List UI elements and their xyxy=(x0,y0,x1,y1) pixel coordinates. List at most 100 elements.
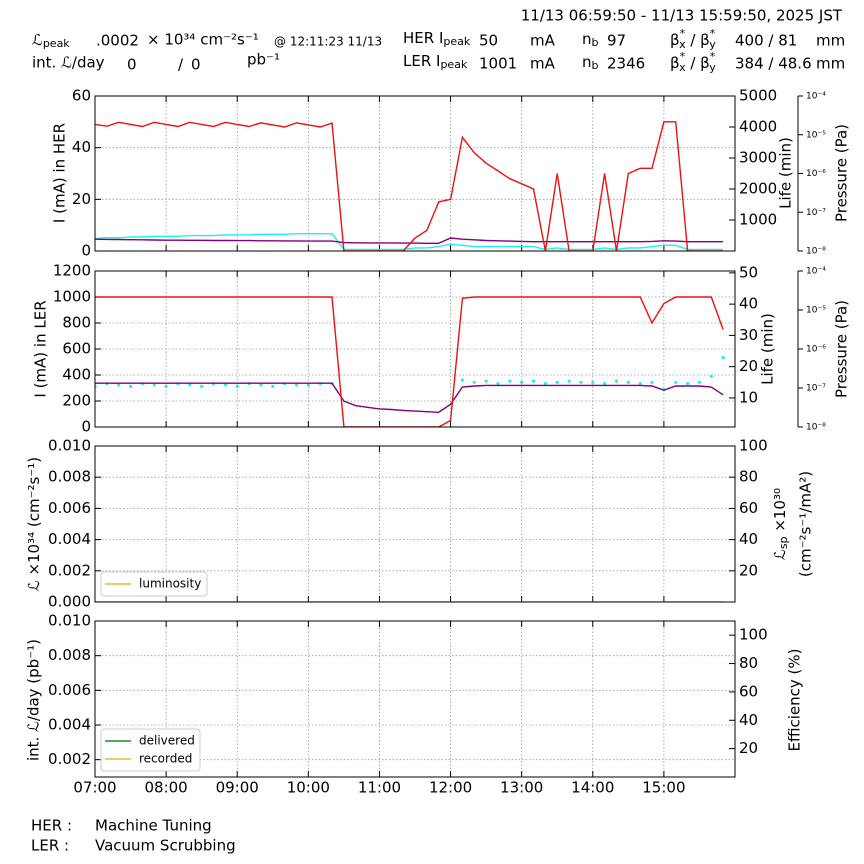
y3-tick-label: 10⁻⁸ xyxy=(806,423,826,433)
data-point xyxy=(496,381,500,386)
sym: n xyxy=(582,30,592,48)
y2-tick-label: 40 xyxy=(739,530,758,548)
y-tick-label: 0.008 xyxy=(48,468,91,486)
her-nb-label: nb xyxy=(582,30,599,50)
y2-tick-label: 3000 xyxy=(739,149,777,167)
data-point xyxy=(200,384,204,388)
y3-tick-label: 10⁻⁴ xyxy=(806,267,826,277)
data-point xyxy=(531,379,536,383)
data-line xyxy=(95,121,724,251)
data-point xyxy=(638,381,642,386)
data-point xyxy=(721,356,725,360)
y-tick-label: 200 xyxy=(62,392,91,410)
y-tick-label: 60 xyxy=(72,87,91,105)
sym: n xyxy=(582,53,592,71)
ler-beta: 384 / 48.6 xyxy=(735,55,812,73)
data-point xyxy=(235,384,239,388)
data-point xyxy=(555,380,559,384)
y-tick-label: 1200 xyxy=(53,262,91,280)
y2-axis-title: ℒsp ×10³⁰ xyxy=(771,488,791,560)
data-point xyxy=(306,383,310,387)
legend-label: recorded xyxy=(139,752,192,766)
x-tick-label: 12:00 xyxy=(429,779,472,797)
y2-axis-title: (cm⁻²s⁻¹/mA²) xyxy=(797,471,815,577)
sym: / β xyxy=(686,31,710,49)
sym: LER I xyxy=(403,52,440,70)
y-tick-label: 0.006 xyxy=(48,499,91,517)
lum-peak-unit: × 10³⁴ cm⁻²s⁻¹ xyxy=(147,31,259,49)
y-tick-label: 0.000 xyxy=(48,593,91,611)
data-point xyxy=(650,380,654,384)
y3-tick-label: 10⁻⁷ xyxy=(806,384,826,394)
sub: y xyxy=(709,61,716,74)
y3-tick-label: 10⁻⁵ xyxy=(806,306,826,316)
x-tick-label: 13:00 xyxy=(500,779,543,797)
data-point xyxy=(117,383,121,387)
data-point xyxy=(460,378,465,382)
int-lum-delivered: 0 xyxy=(127,56,137,74)
y-tick-label: 40 xyxy=(72,138,91,156)
sup: * xyxy=(680,27,686,40)
footer-mode: Machine Tuning xyxy=(95,817,212,835)
x-tick-label: 07:00 xyxy=(73,779,116,797)
data-point xyxy=(685,381,690,386)
y-tick-label: 0.002 xyxy=(48,750,91,768)
y2-tick-label: 50 xyxy=(739,263,758,281)
y-tick-label: 0 xyxy=(81,242,91,260)
int-lum-sep: / xyxy=(178,56,184,74)
x-tick-label: 15:00 xyxy=(642,779,685,797)
time-range: 11/13 06:59:50 - 11/13 15:59:50, 2025 JS… xyxy=(521,7,843,25)
data-point xyxy=(128,384,133,388)
data-point xyxy=(697,380,702,384)
data-line xyxy=(95,296,724,427)
lum-peak-label: ℒpeak xyxy=(32,31,70,51)
sub: sp xyxy=(777,536,790,549)
x-tick-label: 09:00 xyxy=(216,779,259,797)
sym: β xyxy=(670,31,680,49)
y2-axis-title: Life (min) xyxy=(777,137,795,209)
y-axis-title: I (mA) in LER xyxy=(32,300,50,397)
plot-frame xyxy=(94,95,736,252)
y2-tick-label: 60 xyxy=(739,499,758,517)
y2-tick-label: 60 xyxy=(739,682,758,700)
sub: b xyxy=(592,59,599,72)
data-point xyxy=(472,380,476,384)
legend-label: delivered xyxy=(139,734,195,748)
her-ipeak-label: HER Ipeak xyxy=(403,29,471,49)
y2-tick-label: 4000 xyxy=(739,118,777,136)
footer-label: LER : xyxy=(31,837,69,855)
sub: x xyxy=(679,38,686,51)
her-beta-label: β* x / β* y xyxy=(670,27,716,51)
data-point xyxy=(294,383,299,387)
ler-current: 1001 xyxy=(479,55,517,73)
data-line xyxy=(95,233,724,251)
y3-tick-label: 10⁻⁴ xyxy=(806,92,826,102)
int-lum-unit: pb⁻¹ xyxy=(247,51,280,69)
y2-tick-label: 20 xyxy=(739,561,758,579)
data-point xyxy=(271,384,275,388)
data-point xyxy=(591,380,595,384)
her-unit: mA xyxy=(530,32,556,50)
y2-tick-label: 80 xyxy=(739,468,758,486)
x-tick-label: 08:00 xyxy=(144,779,187,797)
int-lum-label: int. ℒ/day xyxy=(32,54,105,72)
y-tick-label: 0.002 xyxy=(48,561,91,579)
data-point xyxy=(164,384,168,388)
data-point xyxy=(543,381,547,386)
her-beta: 400 / 81 xyxy=(735,32,797,50)
sup: * xyxy=(680,50,686,63)
y-axis-title: ℒ ×10³⁴ (cm⁻²s⁻¹) xyxy=(25,457,43,591)
y-tick-label: 600 xyxy=(62,340,91,358)
y2-axis-title: Efficiency (%) xyxy=(786,649,804,752)
ler-unit: mA xyxy=(530,55,556,73)
y3-tick-label: 10⁻⁶ xyxy=(806,169,826,179)
data-point xyxy=(626,380,630,384)
y2-tick-label: 100 xyxy=(739,437,768,455)
y2-axis-title: Life (min) xyxy=(759,313,777,385)
x-tick-label: 14:00 xyxy=(571,779,614,797)
data-point xyxy=(484,379,488,383)
sym: / β xyxy=(686,54,710,72)
sym: HER I xyxy=(403,29,443,47)
sym: ℒ xyxy=(771,549,789,560)
